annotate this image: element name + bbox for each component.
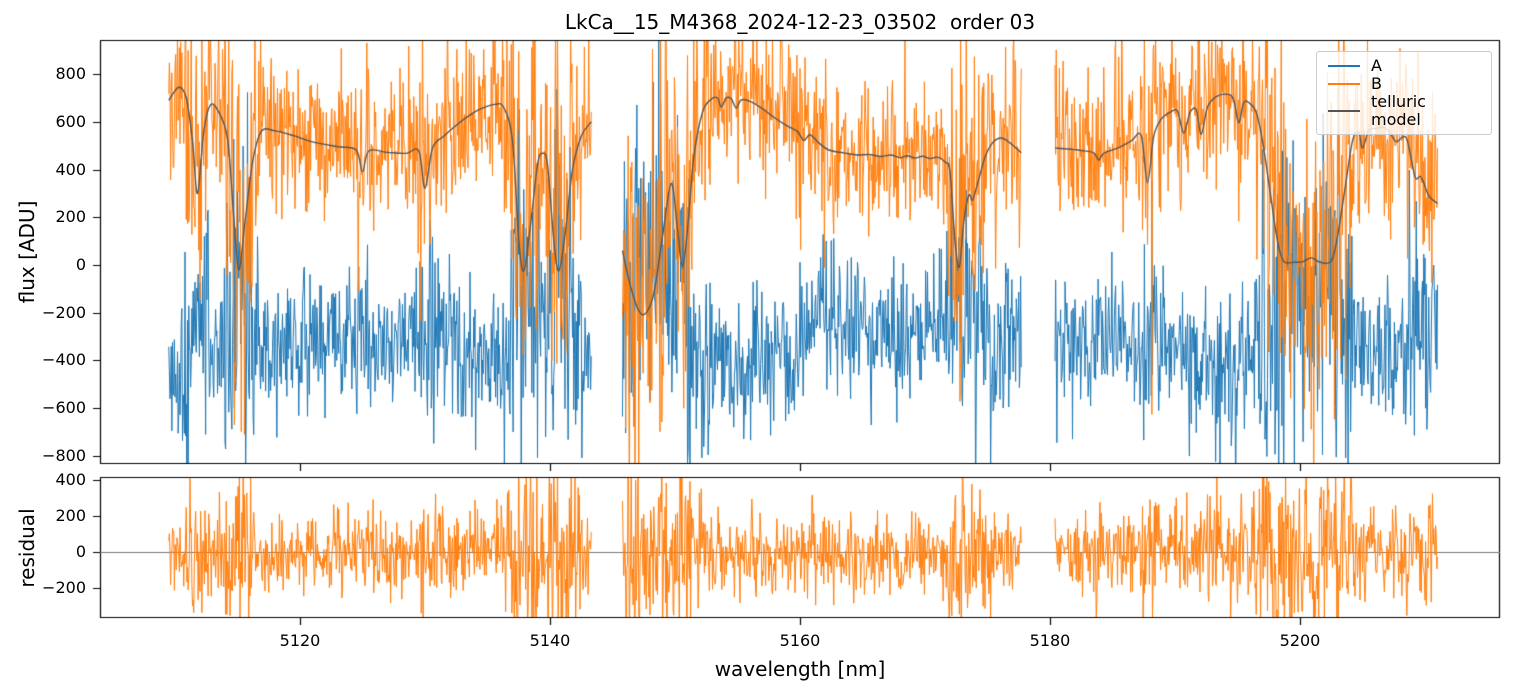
legend-line-swatch [1328, 65, 1360, 67]
y-tick-label-flux: −200 [42, 302, 86, 322]
y-tick-label-flux: 800 [55, 64, 86, 84]
y-tick-label-flux: −600 [42, 398, 86, 418]
y-tick-label-residual: 200 [55, 506, 86, 526]
y-tick-label-flux: −800 [42, 445, 86, 465]
y-tick-label-flux: 200 [55, 207, 86, 227]
chart-title: LkCa__15_M4368_2024-12-23_03502 order 03 [564, 10, 1036, 34]
legend-label: telluric model [1371, 92, 1426, 129]
y-tick-label-flux: 400 [55, 159, 86, 179]
y-tick-label-flux: 600 [55, 111, 86, 131]
x-tick-label: 5140 [529, 631, 571, 650]
legend-item-a: A [1328, 57, 1480, 75]
x-tick-label: 5180 [1029, 631, 1071, 650]
x-axis-label: wavelength [nm] [714, 657, 886, 681]
x-tick-label: 5160 [779, 631, 821, 650]
legend-label: B [1371, 74, 1382, 93]
legend-item-b: B [1328, 75, 1480, 93]
legend-line-swatch [1328, 110, 1360, 112]
y-tick-label-residual: 400 [55, 470, 86, 490]
x-tick-label: 5120 [279, 631, 321, 650]
legend-item-telluric-model: telluric model [1328, 93, 1480, 129]
legend-label: A [1371, 56, 1382, 75]
y-tick-label-residual: 0 [75, 542, 86, 562]
y-tick-label-flux: −400 [42, 350, 86, 370]
y-tick-label-flux: 0 [75, 255, 86, 274]
x-tick-label: 5200 [1279, 631, 1321, 650]
legend-line-swatch [1328, 83, 1360, 85]
y-tick-label-residual: −200 [42, 578, 86, 598]
